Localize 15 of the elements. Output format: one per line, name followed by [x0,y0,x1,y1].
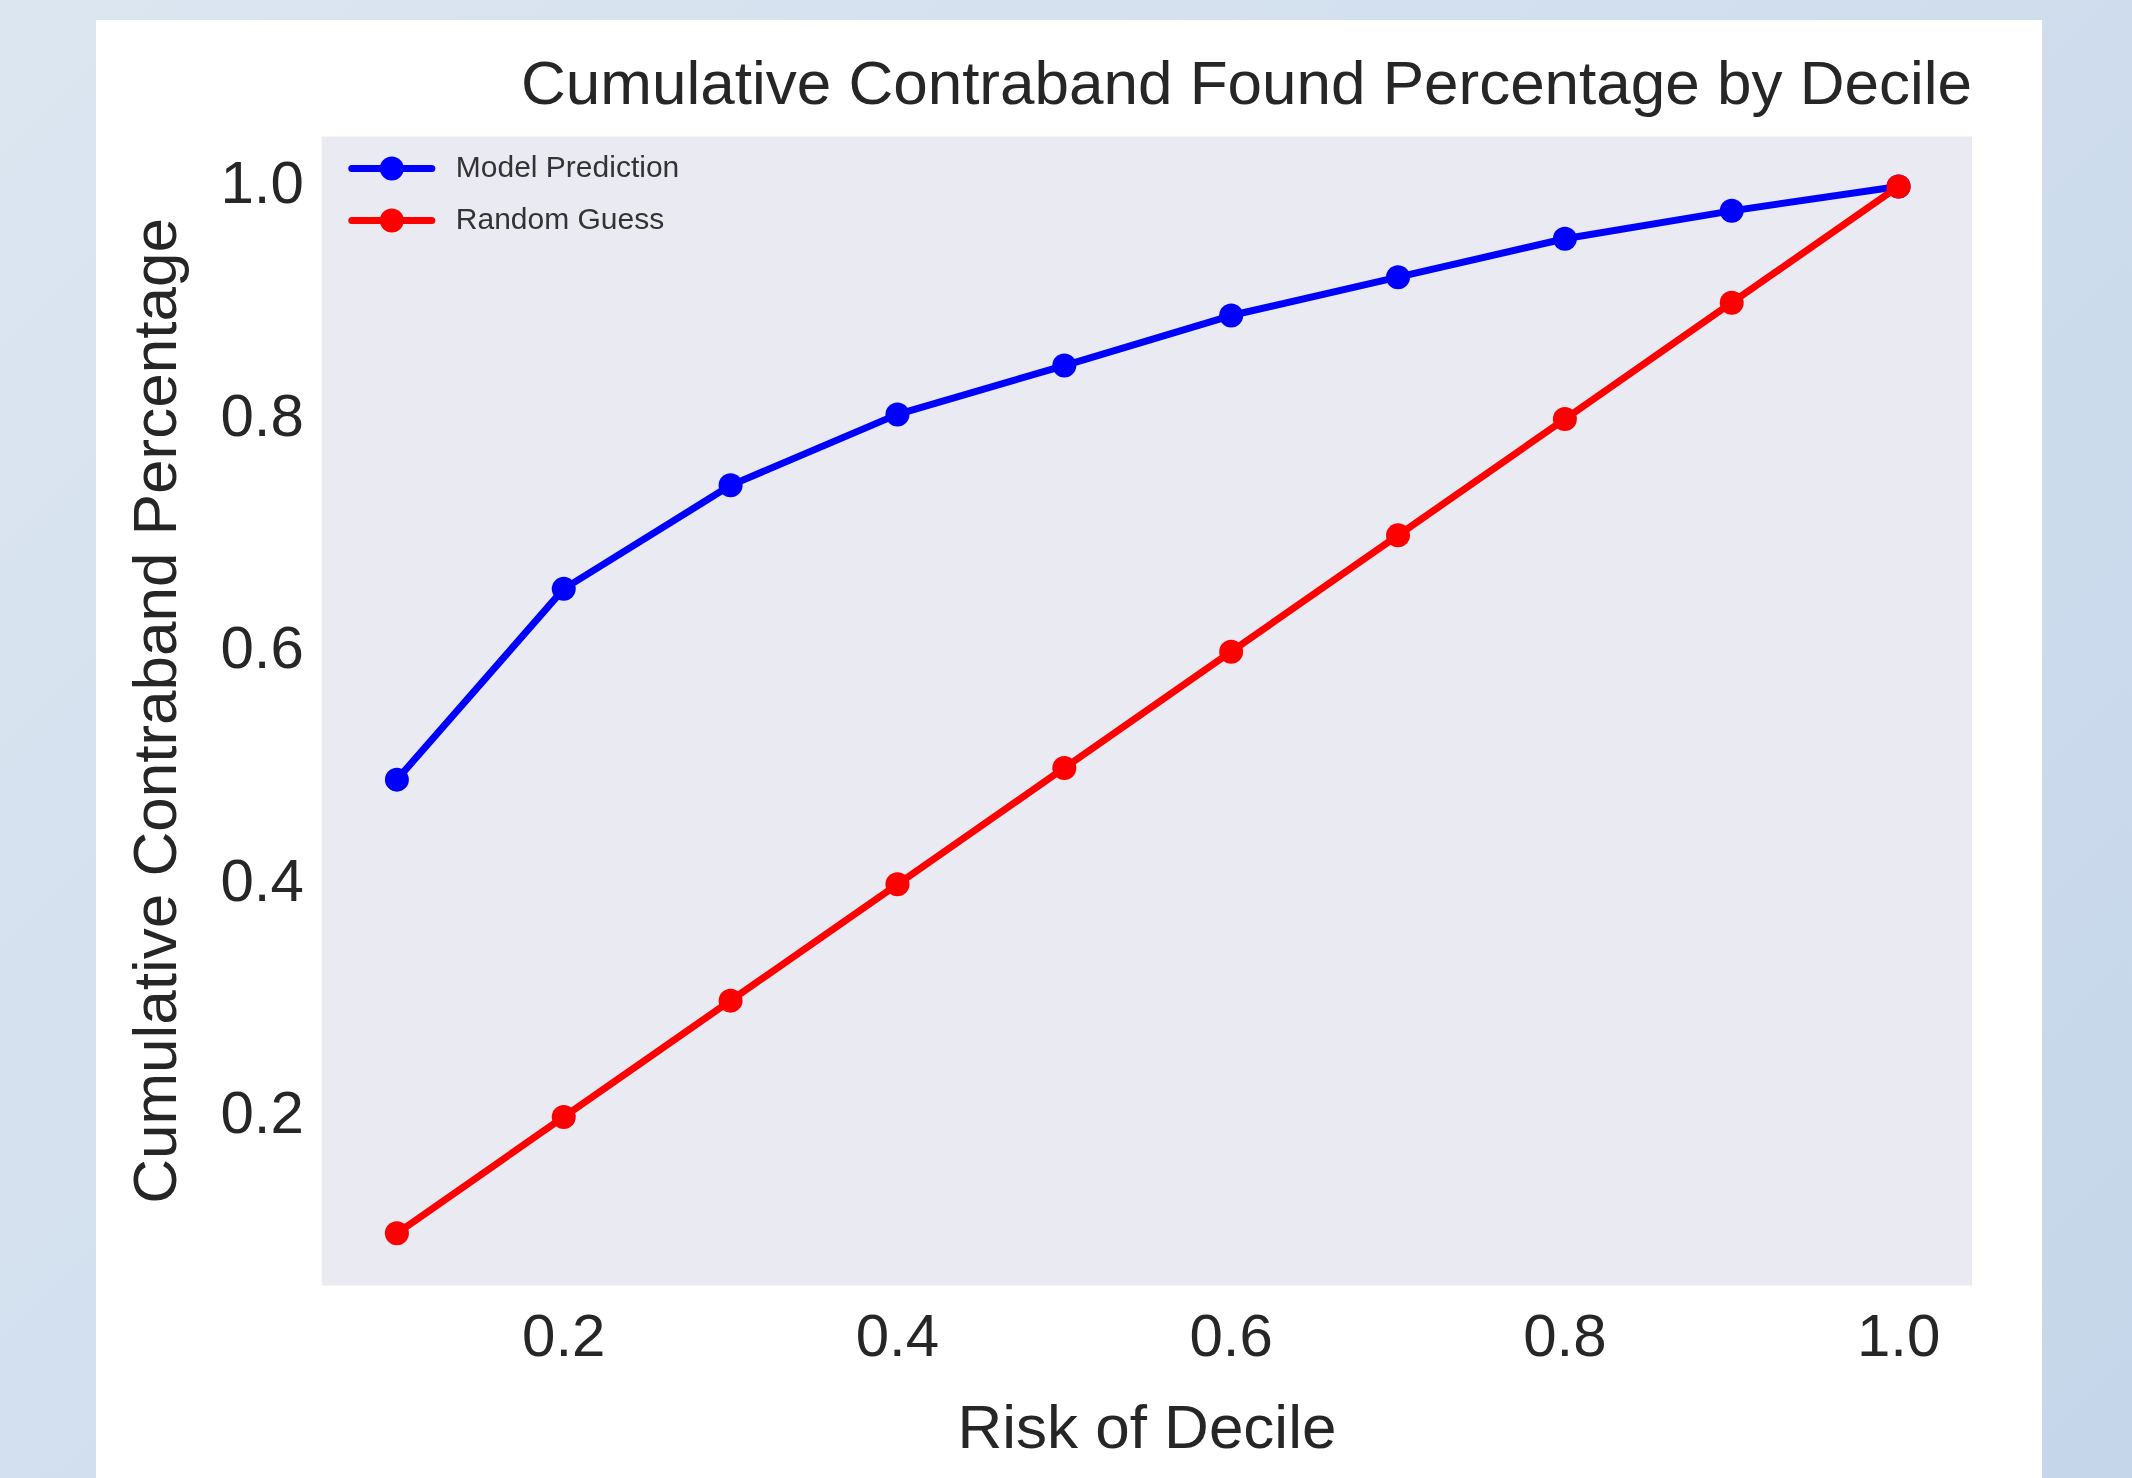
x-tick-label: 0.8 [1523,1302,1607,1370]
x-tick-label: 0.4 [855,1302,940,1370]
y-tick-label: 0.4 [220,846,304,914]
y-tick-label: 0.2 [220,1079,304,1147]
chart-title: Cumulative Contraband Found Percentage by Decile [521,48,1972,118]
y-tick-label: 0.6 [220,614,304,682]
legend-label: Model Prediction [455,149,680,183]
x-axis-title: Risk of Decile [957,1391,1337,1461]
x-tick-label: 1.0 [1856,1302,1941,1370]
y-tick-label: 1.0 [220,148,304,216]
legend-label: Random Guess [455,201,665,235]
x-tick-label: 0.2 [522,1302,606,1370]
y-tick-label: 0.8 [220,381,304,449]
y-axis-title: Cumulative Contraband Percentage [120,218,190,1204]
x-tick-label: 0.6 [1189,1302,1273,1370]
